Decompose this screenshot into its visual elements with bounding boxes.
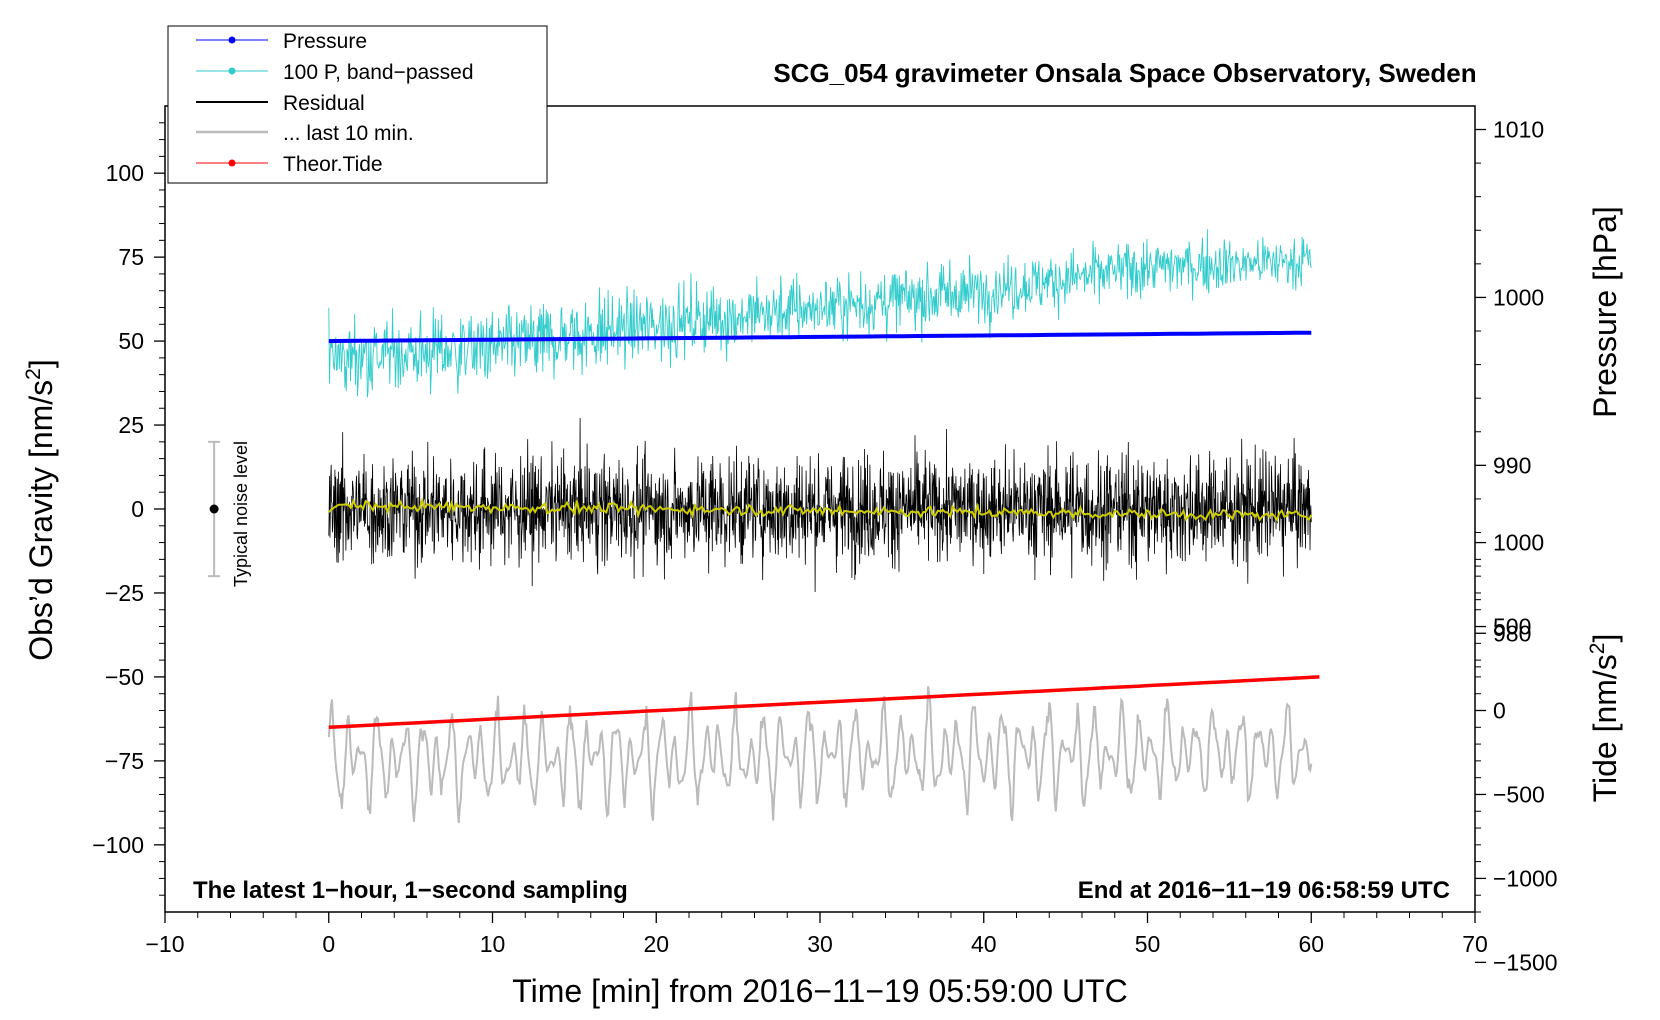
y-left-tick-label: −75 [105,748,144,774]
y-left-tick-label: 0 [131,496,144,522]
y-left-tick-label: 25 [118,412,144,438]
y-axis-left-label: Obs’d Gravity [nm/s2] [22,359,59,661]
legend: Pressure 100 P, band−passed Residual ...… [167,25,548,184]
noise-bar [208,440,221,578]
series-band-passed-line [328,229,1312,398]
series-theor-tide-line [328,675,1320,730]
legend-label-band-passed: 100 P, band−passed [283,61,474,84]
x-tick-label: 50 [1135,931,1161,957]
y-left-tick-label: 50 [118,328,144,354]
y-pressure-tick-label: 980 [1493,620,1531,646]
legend-entry-pressure: Pressure [196,30,367,53]
series-residual-smoothed-line [328,497,1313,522]
y-pressure-tick-label: 1000 [1493,284,1544,310]
axis-ticks: −10 0 10 20 30 40 50 60 701007550250−25−50−75−10… [92,117,1558,976]
legend-entry-residual: Residual [196,92,365,115]
legend-label-theor-tide: Theor.Tide [283,153,383,176]
x-tick-label: 40 [971,931,997,957]
x-axis-label: Time [min] from 2016−11−19 05:59:00 UTC [512,973,1127,1009]
x-tick-label: 30 [807,931,833,957]
series-pressure-line [328,330,1312,344]
x-tick-label: 20 [643,931,669,957]
noise-level-label: Typical noise level [231,441,251,587]
x-tick-label: 10 [480,931,506,957]
chart-title: SCG_054 gravimeter Onsala Space Observat… [773,58,1476,88]
legend-marker-pressure [228,36,236,44]
legend-entry-theor-tide: Theor.Tide [196,153,383,176]
series-layer [327,229,1320,824]
series-residual-line [328,417,1312,593]
y-left-tick-label: −50 [105,664,144,690]
legend-entry-last-10-min: ... last 10 min. [196,122,414,145]
series-last-10-min-line [327,686,1313,824]
y-pressure-tick-label: 990 [1493,452,1531,478]
x-tick-label: 60 [1298,931,1324,957]
y-left-tick-label: 100 [106,160,144,186]
legend-label-pressure: Pressure [283,30,367,53]
legend-label-last-10-min: ... last 10 min. [283,122,414,145]
x-tick-label: 70 [1462,931,1488,957]
annotation-sampling: The latest 1−hour, 1−second sampling [193,877,628,904]
y-tide-tick-label: −1000 [1493,865,1558,891]
y-left-tick-label: −100 [92,832,144,858]
annotation-end-time: End at 2016−11−19 06:58:59 UTC [1078,877,1450,904]
y-left-tick-label: 75 [118,244,144,270]
y-tide-tick-label: 500 [1493,614,1531,640]
legend-marker-band-passed [228,67,236,75]
y-tide-tick-label: −1500 [1493,949,1558,975]
noise-bar-center-dot [209,504,219,514]
y-pressure-tick-label: 1010 [1493,117,1544,143]
legend-label-residual: Residual [283,92,365,115]
y-tide-tick-label: −500 [1493,781,1545,807]
y-left-tick-label: −25 [105,580,144,606]
y-axis-tide-label: Tide [nm/s2] [1586,634,1623,803]
legend-marker-theor-tide [228,159,236,167]
x-tick-label: −10 [145,931,184,957]
x-tick-label: 0 [322,931,335,957]
y-tide-tick-label: 0 [1493,698,1506,724]
legend-entry-band-passed: 100 P, band−passed [196,61,474,84]
y-axis-pressure-label: Pressure [hPa] [1587,206,1623,418]
y-tide-tick-label: 1000 [1493,530,1544,556]
legend-box [167,25,548,184]
